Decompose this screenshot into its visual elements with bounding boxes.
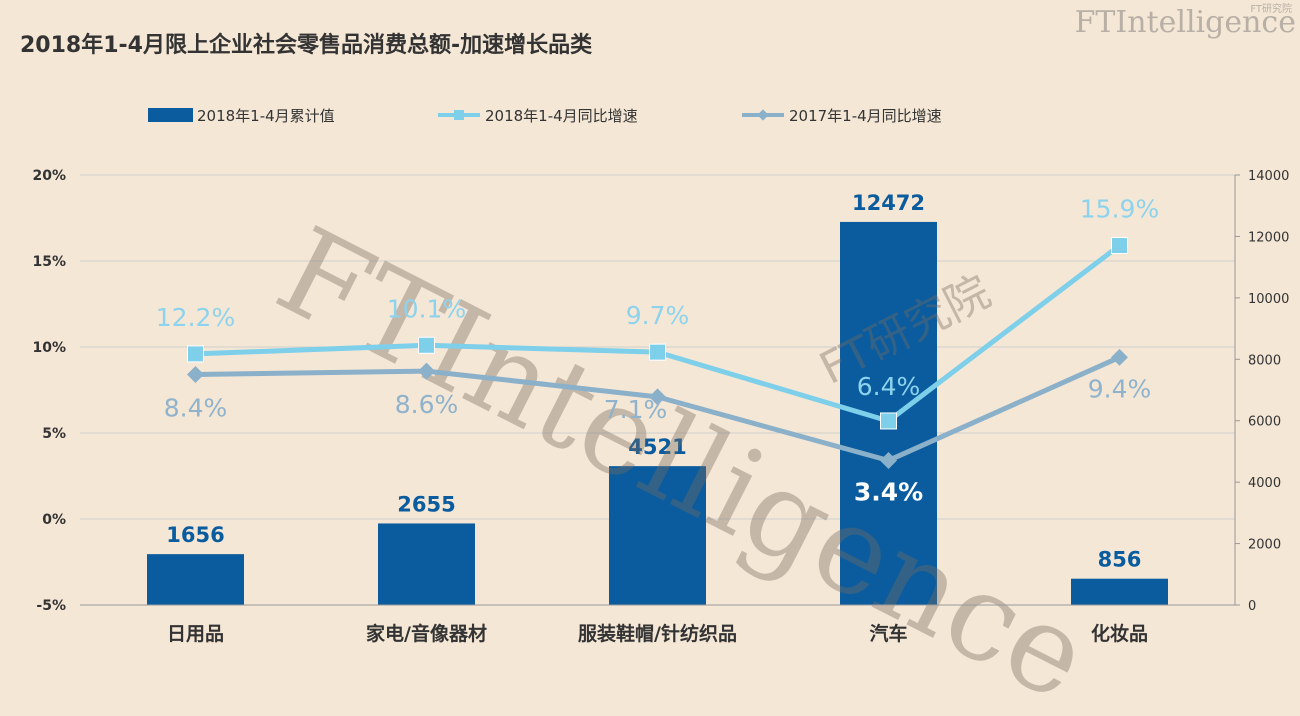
brand-logo-text: FTIntelligence (1075, 5, 1296, 40)
bar-value-label: 856 (1098, 548, 1142, 572)
left-tick-label: -5% (36, 598, 66, 614)
right-tick-label: 8000 (1248, 353, 1281, 368)
right-tick-label: 0 (1248, 599, 1256, 614)
left-tick-label: 0% (42, 512, 66, 528)
series-2017-point (880, 452, 897, 470)
bar-value-label: 12472 (852, 191, 925, 215)
legend: 2018年1-4月累计值 2018年1-4月同比增速 2017年1-4月同比增速 (148, 107, 942, 125)
right-tick-label: 10000 (1248, 292, 1289, 307)
bar-value-label: 1656 (166, 523, 224, 547)
bar (378, 523, 475, 605)
series-2018-point (649, 343, 666, 361)
left-tick-label: 15% (32, 254, 66, 270)
legend-label: 2018年1-4月同比增速 (485, 107, 638, 125)
right-tick-label: 6000 (1248, 415, 1281, 430)
series-2018-point (880, 412, 897, 430)
right-tick-label: 2000 (1248, 538, 1281, 553)
category-label: 汽车 (869, 622, 907, 645)
legend-label: 2018年1-4月累计值 (197, 107, 335, 125)
bar-value-label: 2655 (397, 492, 455, 516)
left-tick-label: 20% (32, 168, 66, 184)
series-2017-value-label: 9.4% (1088, 374, 1152, 403)
series-2018-value-label: 12.2% (156, 303, 235, 332)
brand-logo: FTIntelligence FT研究院 (1075, 2, 1296, 40)
right-axis: 0 2000 4000 6000 8000 10000 12000 14000 (1234, 169, 1289, 614)
left-tick-label: 10% (32, 340, 66, 356)
bar-labels: 1656 2655 4521 12472 856 (166, 191, 1141, 572)
legend-swatch-bar (148, 108, 193, 122)
right-tick-label: 14000 (1248, 169, 1289, 184)
right-tick-label: 4000 (1248, 476, 1281, 491)
series-2017-value-label: 7.1% (604, 395, 668, 424)
series-2017-value-label: 8.4% (164, 394, 228, 423)
chart-title: 2018年1-4月限上企业社会零售品消费总额-加速增长品类 (20, 32, 593, 58)
series-2017-point (1111, 348, 1128, 366)
x-axis: 日用品 家电/音像器材 服装鞋帽/针纺织品 汽车 化妆品 (80, 604, 1235, 645)
series-2018-point (1111, 237, 1128, 255)
series-2018-value-label: 10.1% (387, 294, 466, 323)
series-2018-point (187, 345, 204, 363)
series-2018-value-label: 9.7% (626, 301, 690, 330)
legend-label: 2017年1-4月同比增速 (789, 107, 942, 125)
bar (1071, 578, 1168, 605)
category-label: 日用品 (167, 623, 224, 645)
category-label: 家电/音像器材 (366, 622, 487, 645)
category-label: 化妆品 (1091, 622, 1148, 645)
right-tick-label: 12000 (1248, 230, 1289, 245)
brand-logo-subtext: FT研究院 (1250, 2, 1292, 15)
series-2017-value-label: 8.6% (395, 390, 459, 419)
category-label: 服装鞋帽/针纺织品 (578, 622, 737, 645)
bar-value-label: 4521 (628, 435, 686, 459)
series-2018-value-label: 6.4% (857, 372, 921, 401)
bar (609, 466, 706, 605)
legend-marker-2018 (454, 110, 464, 120)
series-2018-value-label: 15.9% (1080, 195, 1159, 224)
bar (147, 554, 244, 605)
line-labels: 12.2% 10.1% 9.7% 6.4% 15.9% 8.4% 8.6% 7.1% 3.4% 9… (156, 195, 1159, 507)
series-2017-point (649, 388, 666, 406)
left-axis: -5% 0% 5% 10% 15% 20% (32, 168, 66, 614)
legend-marker-2017 (757, 109, 769, 121)
lines (187, 237, 1128, 470)
series-2017-value-label: 3.4% (854, 478, 923, 507)
series-2017-point (418, 362, 435, 380)
series-2017-point (187, 366, 204, 384)
series-2018-point (418, 336, 435, 354)
left-tick-label: 5% (42, 426, 66, 442)
